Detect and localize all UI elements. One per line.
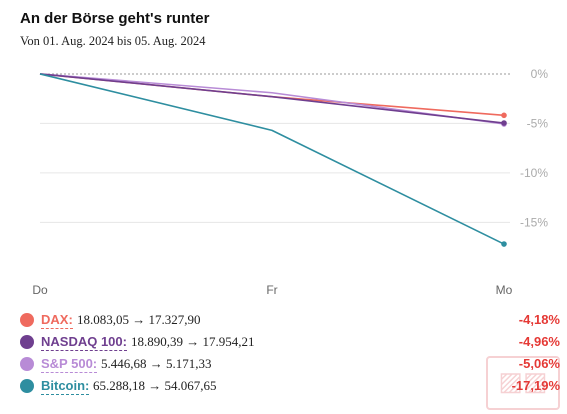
nasdaq-change: -4,96% [518, 334, 560, 349]
y-tick-label: -15% [520, 215, 548, 229]
sp500-label[interactable]: S&P 500: [41, 356, 98, 373]
bitcoin-from-value: 65.288,18 [93, 378, 145, 393]
series-line-bitcoin [39, 73, 505, 245]
sp500-color-dot [20, 357, 34, 371]
chart-title: An der Börse geht's runter [20, 10, 210, 27]
bitcoin-to-value: 54.067,65 [164, 378, 217, 393]
x-tick-label: Do [32, 283, 48, 297]
y-tick-label: -10% [520, 166, 548, 180]
legend: DAX: 18.083,05 → 17.327,90 -4,18% NASDAQ… [20, 311, 560, 399]
arrow-icon: → [148, 378, 162, 393]
chart-subtitle: Von 01. Aug. 2024 bis 05. Aug. 2024 [20, 34, 206, 48]
dax-to-value: 17.327,90 [148, 312, 201, 327]
nasdaq-to-value: 17.954,21 [202, 334, 255, 349]
line-chart: 0% -5% -10% -15% Do Fr Mo [32, 67, 549, 297]
dax-values: 18.083,05 → 17.327,90 [77, 312, 201, 328]
legend-row-bitcoin: Bitcoin: 65.288,18 → 54.067,65 -17,19% [20, 377, 560, 399]
sp500-from-value: 5.446,68 [101, 356, 147, 371]
arrow-icon: → [149, 356, 163, 371]
legend-row-sp500: S&P 500: 5.446,68 → 5.171,33 -5,06% [20, 355, 560, 377]
sp500-values: 5.446,68 → 5.171,33 [101, 356, 212, 372]
y-tick-label: -5% [527, 116, 549, 130]
dax-from-value: 18.083,05 [77, 312, 129, 327]
nasdaq-from-value: 18.890,39 [131, 334, 183, 349]
series-end-point-nasdaq-100 [501, 120, 507, 126]
watermark-stamp: ▨▨ [486, 356, 560, 410]
legend-row-nasdaq: NASDAQ 100: 18.890,39 → 17.954,21 -4,96% [20, 333, 560, 355]
bitcoin-values: 65.288,18 → 54.067,65 [93, 378, 217, 394]
y-tick-label: 0% [531, 67, 549, 81]
sp500-change: -5,06% [518, 356, 560, 371]
nasdaq-label[interactable]: NASDAQ 100: [41, 334, 127, 351]
bitcoin-change: -17,19% [511, 378, 560, 393]
x-tick-label: Mo [496, 283, 513, 297]
dax-label[interactable]: DAX: [41, 312, 73, 329]
dax-change: -4,18% [518, 312, 560, 327]
legend-row-dax: DAX: 18.083,05 → 17.327,90 -4,18% [20, 311, 560, 333]
series-line-nasdaq-100 [39, 73, 505, 124]
bitcoin-label[interactable]: Bitcoin: [41, 378, 90, 395]
nasdaq-color-dot [20, 335, 34, 349]
series-end-point-dax [501, 112, 507, 119]
sp500-to-value: 5.171,33 [166, 356, 212, 371]
bitcoin-color-dot [20, 379, 34, 393]
dax-color-dot [20, 313, 34, 327]
nasdaq-values: 18.890,39 → 17.954,21 [131, 334, 255, 350]
series-end-point-bitcoin [501, 241, 507, 247]
arrow-icon: → [186, 334, 200, 349]
x-tick-label: Fr [266, 283, 277, 297]
arrow-icon: → [132, 312, 146, 327]
